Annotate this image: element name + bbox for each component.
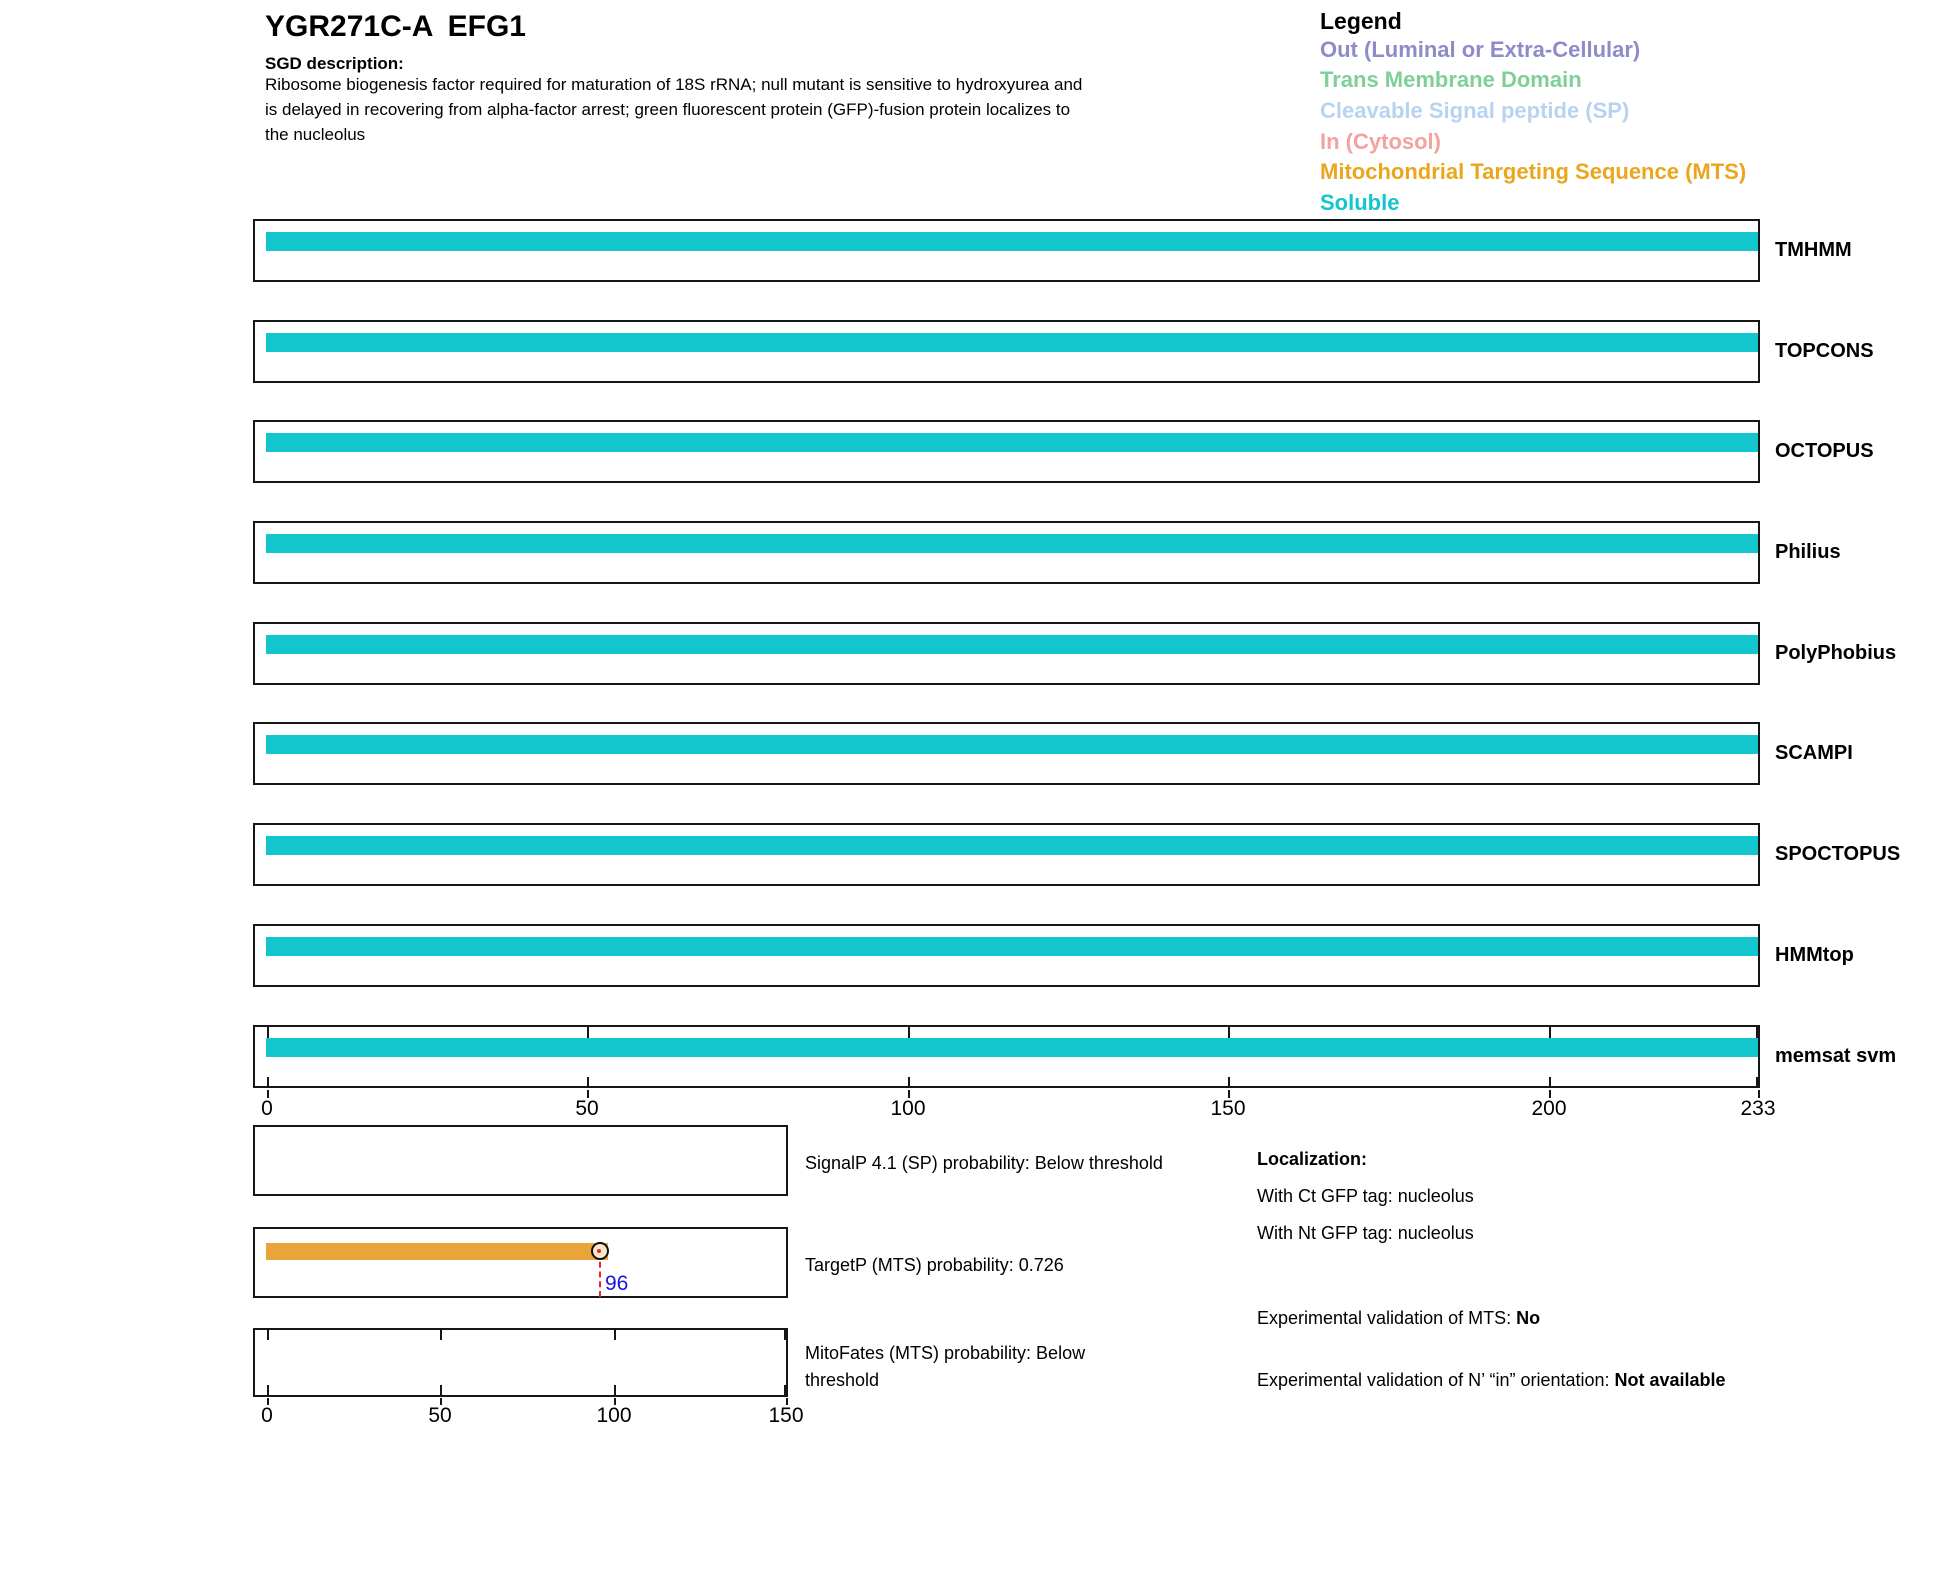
localization-ct-gfp: With Ct GFP tag: nucleolus xyxy=(1257,1186,1474,1206)
axis-tick-mark xyxy=(440,1330,442,1340)
axis-tick-label: 100 xyxy=(596,1404,632,1427)
orientation-validation-line: Experimental validation of N’ “in” orien… xyxy=(1257,1362,1727,1399)
axis-tick-label: 100 xyxy=(890,1097,926,1120)
legend-item-in: In (Cytosol) xyxy=(1320,129,1441,154)
axis-tick-mark xyxy=(1756,1077,1758,1088)
axis-tick-mark xyxy=(587,1027,589,1038)
track-label-octopus: OCTOPUS xyxy=(1775,440,1874,462)
cleavage-site-label: 96 xyxy=(605,1272,629,1295)
axis-tick-mark xyxy=(267,1398,269,1405)
axis-tick-mark xyxy=(1549,1027,1551,1038)
track-label-philius: Philius xyxy=(1775,541,1841,563)
axis-tick-label: 150 xyxy=(1210,1097,1246,1120)
axis-tick-mark xyxy=(1549,1077,1551,1088)
axis-tick-mark xyxy=(587,1077,589,1088)
cleavage-site-line xyxy=(599,1252,601,1297)
axis-tick-mark xyxy=(614,1398,616,1405)
axis-tick-mark xyxy=(267,1090,269,1098)
axis-tick-label: 0 xyxy=(261,1404,273,1427)
track-bar-philius xyxy=(266,534,1758,553)
axis-tick-mark xyxy=(1228,1027,1230,1038)
track-bar-topcons xyxy=(266,333,1758,352)
targetp-mts-bar xyxy=(266,1243,608,1260)
signalp-plot-box xyxy=(253,1125,788,1196)
track-label-tmhmm: TMHMM xyxy=(1775,239,1852,261)
mitofates-caption: MitoFates (MTS) probability: Below thres… xyxy=(805,1343,1086,1390)
axis-tick-mark xyxy=(908,1090,910,1098)
axis-tick-mark xyxy=(908,1077,910,1088)
legend-item-out: Out (Luminal or Extra-Cellular) xyxy=(1320,37,1641,62)
track-label-hmmtop: HMMtop xyxy=(1775,944,1854,966)
track-label-spoctopus: SPOCTOPUS xyxy=(1775,843,1901,865)
mitofates-plot-box xyxy=(253,1328,788,1397)
localization-nt-gfp: With Nt GFP tag: nucleolus xyxy=(1257,1223,1474,1243)
axis-tick-mark xyxy=(267,1330,269,1340)
axis-tick-mark xyxy=(1549,1090,1551,1098)
track-bar-memsat xyxy=(266,1038,1758,1057)
track-label-topcons: TOPCONS xyxy=(1775,340,1874,362)
axis-tick-mark xyxy=(440,1398,442,1405)
axis-tick-mark xyxy=(1756,1027,1758,1038)
axis-tick-label: 150 xyxy=(768,1404,804,1427)
axis-tick-label: 50 xyxy=(428,1404,452,1427)
track-bar-spoctopus xyxy=(266,836,1758,855)
track-label-scampi: SCAMPI xyxy=(1775,742,1853,764)
legend-item-mts: Mitochondrial Targeting Sequence (MTS) xyxy=(1320,159,1747,184)
axis-tick-mark xyxy=(784,1385,786,1395)
mts-validation-line: Experimental validation of MTS: No xyxy=(1257,1305,1540,1331)
orientation-validation-value: Not available xyxy=(1614,1370,1726,1390)
mts-validation-text: Experimental validation of MTS: xyxy=(1257,1308,1517,1328)
orientation-validation-text: Experimental validation of N’ “in” orien… xyxy=(1257,1370,1615,1390)
axis-tick-label: 0 xyxy=(261,1097,273,1120)
axis-tick-mark xyxy=(784,1330,786,1340)
sgd-description-heading: SGD description: xyxy=(265,54,404,73)
targetp-caption: TargetP (MTS) probability: 0.726 xyxy=(805,1255,1064,1275)
axis-tick-mark xyxy=(1758,1090,1760,1098)
axis-tick-label: 50 xyxy=(575,1097,599,1120)
axis-tick-mark xyxy=(786,1398,788,1405)
page-title: YGR271C-A EFG1 xyxy=(265,10,526,43)
axis-tick-label: 233 xyxy=(1740,1097,1776,1120)
cleavage-site-marker-dot xyxy=(597,1249,601,1253)
axis-tick-mark xyxy=(614,1385,616,1395)
targetp-plot-box xyxy=(253,1227,788,1298)
track-bar-scampi xyxy=(266,735,1758,754)
legend-item-sp: Cleavable Signal peptide (SP) xyxy=(1320,98,1630,123)
track-bar-tmhmm xyxy=(266,232,1758,251)
legend-item-tm: Trans Membrane Domain xyxy=(1320,67,1582,92)
track-bar-polyphobius xyxy=(266,635,1758,654)
axis-tick-mark xyxy=(587,1090,589,1098)
signalp-caption: SignalP 4.1 (SP) probability: Below thre… xyxy=(805,1153,1163,1173)
track-label-polyphobius: PolyPhobius xyxy=(1775,642,1897,664)
sgd-description-text: Ribosome biogenesis factor required for … xyxy=(265,75,1083,144)
axis-tick-mark xyxy=(267,1077,269,1088)
axis-tick-mark xyxy=(440,1385,442,1395)
legend-heading: Legend xyxy=(1320,8,1402,34)
axis-tick-mark xyxy=(908,1027,910,1038)
axis-tick-mark xyxy=(614,1330,616,1340)
track-bar-octopus xyxy=(266,433,1758,452)
legend-item-soluble: Soluble xyxy=(1320,190,1400,215)
axis-tick-mark xyxy=(1228,1077,1230,1088)
axis-tick-mark xyxy=(1228,1090,1230,1098)
track-bar-hmmtop xyxy=(266,937,1758,956)
axis-tick-mark xyxy=(267,1385,269,1395)
axis-tick-label: 200 xyxy=(1531,1097,1567,1120)
mts-validation-value: No xyxy=(1516,1308,1541,1328)
axis-tick-mark xyxy=(267,1027,269,1038)
track-label-memsat: memsat svm xyxy=(1775,1045,1897,1067)
localization-heading: Localization: xyxy=(1257,1149,1368,1169)
